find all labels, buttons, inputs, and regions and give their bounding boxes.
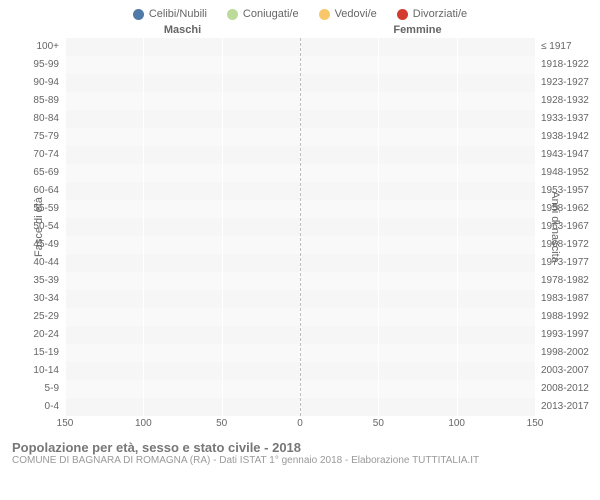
legend-label: Coniugati/e (243, 8, 299, 20)
birth-year-label: ≤ 1917 (535, 42, 572, 52)
footer: Popolazione per età, sesso e stato civil… (0, 434, 600, 466)
chart: 100+≤ 191795-991918-192290-941923-192785… (65, 38, 535, 416)
male-header: Maschi (65, 24, 300, 36)
age-label: 100+ (36, 42, 65, 52)
birth-year-label: 1918-1922 (535, 60, 589, 70)
legend-label: Celibi/Nubili (149, 8, 207, 20)
birth-year-label: 1943-1947 (535, 150, 589, 160)
x-tick: 0 (297, 418, 303, 429)
age-label: 40-44 (33, 258, 65, 268)
x-tick: 50 (373, 418, 384, 429)
age-label: 95-99 (33, 60, 65, 70)
age-label: 55-59 (33, 204, 65, 214)
birth-year-label: 1968-1972 (535, 240, 589, 250)
birth-year-label: 2003-2007 (535, 366, 589, 376)
x-tick: 100 (135, 418, 152, 429)
age-label: 80-84 (33, 114, 65, 124)
gender-headers: Maschi Femmine (0, 20, 600, 38)
age-label: 30-34 (33, 294, 65, 304)
legend-label: Divorziati/e (413, 8, 467, 20)
age-label: 90-94 (33, 78, 65, 88)
birth-year-label: 1973-1977 (535, 258, 589, 268)
birth-year-label: 1978-1982 (535, 276, 589, 286)
x-axis: 15010050050100150 (65, 416, 535, 434)
female-header: Femmine (300, 24, 535, 36)
birth-year-label: 1958-1962 (535, 204, 589, 214)
age-label: 5-9 (45, 384, 65, 394)
legend-swatch (133, 9, 144, 20)
chart-title: Popolazione per età, sesso e stato civil… (12, 440, 588, 455)
birth-year-label: 1928-1932 (535, 96, 589, 106)
age-label: 25-29 (33, 312, 65, 322)
age-label: 50-54 (33, 222, 65, 232)
legend-label: Vedovi/e (335, 8, 377, 20)
x-tick: 150 (527, 418, 544, 429)
age-label: 75-79 (33, 132, 65, 142)
age-label: 10-14 (33, 366, 65, 376)
birth-year-label: 1948-1952 (535, 168, 589, 178)
chart-subtitle: COMUNE DI BAGNARA DI ROMAGNA (RA) - Dati… (12, 455, 588, 466)
birth-year-label: 1963-1967 (535, 222, 589, 232)
legend-swatch (397, 9, 408, 20)
x-tick: 100 (448, 418, 465, 429)
age-label: 0-4 (45, 402, 65, 412)
birth-year-label: 1933-1937 (535, 114, 589, 124)
legend-item: Coniugati/e (227, 8, 299, 20)
age-label: 15-19 (33, 348, 65, 358)
birth-year-label: 1923-1927 (535, 78, 589, 88)
legend: Celibi/Nubili Coniugati/e Vedovi/e Divorzia… (0, 0, 600, 20)
birth-year-label: 1938-1942 (535, 132, 589, 142)
age-label: 65-69 (33, 168, 65, 178)
age-label: 70-74 (33, 150, 65, 160)
x-tick: 150 (57, 418, 74, 429)
birth-year-label: 1983-1987 (535, 294, 589, 304)
legend-item: Vedovi/e (319, 8, 377, 20)
center-line (300, 38, 301, 416)
birth-year-label: 1993-1997 (535, 330, 589, 340)
legend-swatch (227, 9, 238, 20)
age-label: 35-39 (33, 276, 65, 286)
birth-year-label: 2013-2017 (535, 402, 589, 412)
age-label: 20-24 (33, 330, 65, 340)
legend-swatch (319, 9, 330, 20)
birth-year-label: 1953-1957 (535, 186, 589, 196)
age-label: 85-89 (33, 96, 65, 106)
legend-item: Divorziati/e (397, 8, 467, 20)
x-tick: 50 (216, 418, 227, 429)
birth-year-label: 1998-2002 (535, 348, 589, 358)
legend-item: Celibi/Nubili (133, 8, 207, 20)
birth-year-label: 2008-2012 (535, 384, 589, 394)
age-label: 45-49 (33, 240, 65, 250)
age-label: 60-64 (33, 186, 65, 196)
birth-year-label: 1988-1992 (535, 312, 589, 322)
